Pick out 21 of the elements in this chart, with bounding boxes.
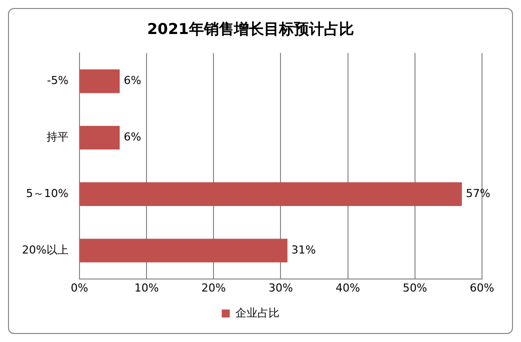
x-tick-label: 40% — [336, 281, 360, 294]
bar — [80, 182, 462, 206]
x-tick-label: 60% — [470, 281, 494, 294]
x-tick-label: 20% — [201, 281, 226, 294]
y-tick-label: 持平 — [46, 130, 68, 144]
data-label: 6% — [124, 74, 142, 88]
chart-title: 2021年销售增长目标预计占比 — [147, 20, 354, 38]
x-tick-label: 10% — [134, 281, 159, 294]
y-tick-label: -5% — [47, 74, 68, 88]
y-tick-label: 20%以上 — [22, 243, 68, 256]
data-label: 31% — [291, 243, 316, 256]
bar — [80, 238, 288, 262]
data-label: 6% — [124, 130, 142, 144]
x-tick-label: 0% — [70, 281, 88, 294]
bar — [80, 69, 120, 94]
data-label: 57% — [466, 186, 490, 200]
x-tick-label: 30% — [268, 281, 293, 294]
x-tick-label: 50% — [402, 281, 428, 294]
legend-label: 企业占比 — [235, 306, 280, 320]
y-tick-label: 5～10% — [26, 186, 68, 200]
bar — [80, 126, 120, 150]
